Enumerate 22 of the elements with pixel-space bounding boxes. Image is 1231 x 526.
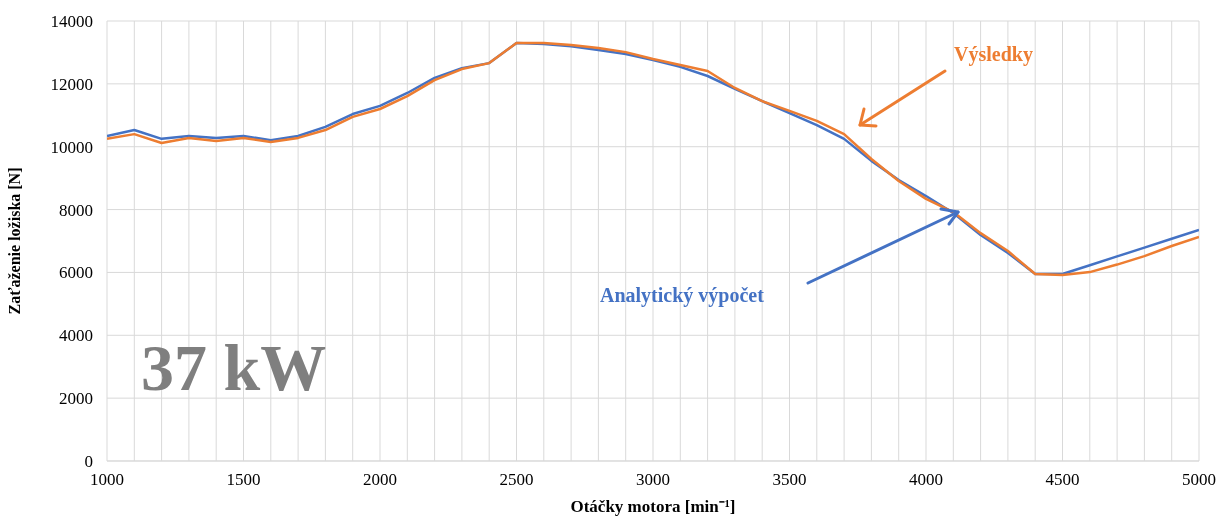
y-tick-label: 4000 xyxy=(59,326,93,346)
x-tick-label: 4000 xyxy=(909,470,943,490)
y-tick-label: 8000 xyxy=(59,200,93,220)
y-tick-label: 0 xyxy=(84,452,93,472)
x-tick-label: 3000 xyxy=(636,470,670,490)
y-tick-label: 6000 xyxy=(59,263,93,283)
y-tick-label: 14000 xyxy=(50,12,93,32)
x-tick-label: 2500 xyxy=(499,470,534,490)
y-tick-label: 2000 xyxy=(59,389,93,409)
text: Výsledky xyxy=(954,43,1033,66)
x-tick-label: 2000 xyxy=(363,470,397,490)
x-tick-label: 5000 xyxy=(1182,470,1216,490)
x-tick-label: 1000 xyxy=(90,470,124,490)
x-tick-label: 4500 xyxy=(1045,470,1080,490)
x-axis-title: Otáčky motora [min⁻¹] xyxy=(569,496,737,517)
y-tick-label: 10000 xyxy=(50,137,93,157)
x-tick-label: 1500 xyxy=(226,470,261,490)
x-tick-label: 3500 xyxy=(772,470,807,490)
text: Analytický výpočet xyxy=(600,284,764,307)
y-tick-label: 12000 xyxy=(50,74,93,94)
annotation: 37 kW xyxy=(141,330,327,406)
y-axis-title: Zaťaženie ložiska [N] xyxy=(5,167,23,315)
